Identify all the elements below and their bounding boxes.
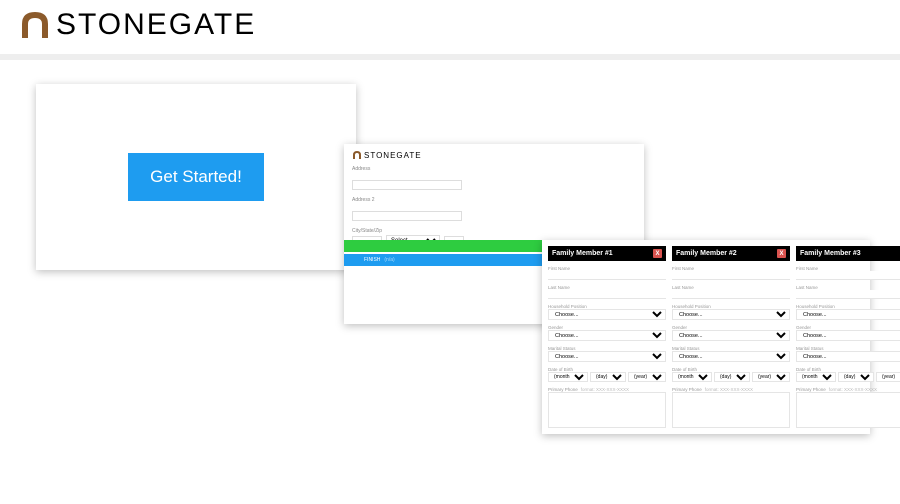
city-state-zip-label: City/State/Zip xyxy=(352,228,636,234)
first-name-input[interactable] xyxy=(548,271,666,280)
address2-input[interactable] xyxy=(352,211,462,221)
family-member-column: Family Member #1 X First Name Last Name … xyxy=(548,246,666,428)
dob-month-select[interactable]: (month xyxy=(796,372,836,382)
member-header: Family Member #3 X xyxy=(796,246,900,261)
finish-label: FINISH xyxy=(364,257,380,263)
brand-logo: STONEGATE xyxy=(20,8,880,42)
dob-day-select[interactable]: (day) xyxy=(838,372,874,382)
get-started-panel: Get Started! xyxy=(36,84,356,270)
gender-select[interactable]: Choose... xyxy=(672,330,790,341)
family-members-panel: Family Member #1 X First Name Last Name … xyxy=(542,240,870,434)
first-name-input[interactable] xyxy=(796,271,900,280)
marital-status-select[interactable]: Choose... xyxy=(796,351,900,362)
page-header: STONEGATE xyxy=(0,0,900,54)
content-area: Get Started! STONEGATE Address Address 2… xyxy=(0,60,900,480)
household-position-select[interactable]: Choose... xyxy=(548,309,666,320)
mini-brand-name: STONEGATE xyxy=(364,151,422,160)
brand-name: STONEGATE xyxy=(56,8,256,42)
household-position-select[interactable]: Choose... xyxy=(672,309,790,320)
last-name-input[interactable] xyxy=(548,290,666,299)
dob-month-select[interactable]: (month xyxy=(672,372,712,382)
dob-year-select[interactable]: (year) xyxy=(752,372,790,382)
household-position-select[interactable]: Choose... xyxy=(796,309,900,320)
family-member-column: Family Member #3 X First Name Last Name … xyxy=(796,246,900,428)
get-started-button[interactable]: Get Started! xyxy=(128,153,264,201)
primary-phone-input[interactable] xyxy=(672,392,790,428)
address2-label: Address 2 xyxy=(352,197,636,203)
dob-year-select[interactable]: (year) xyxy=(628,372,666,382)
marital-status-select[interactable]: Choose... xyxy=(548,351,666,362)
close-icon[interactable]: X xyxy=(653,249,662,258)
address-input[interactable] xyxy=(352,180,462,190)
finish-note: (n/a) xyxy=(384,257,394,263)
gender-select[interactable]: Choose... xyxy=(548,330,666,341)
address-label: Address xyxy=(352,166,636,172)
dob-year-select[interactable]: (year) xyxy=(876,372,900,382)
last-name-input[interactable] xyxy=(796,290,900,299)
member-header: Family Member #1 X xyxy=(548,246,666,261)
family-member-column: Family Member #2 X First Name Last Name … xyxy=(672,246,790,428)
first-name-input[interactable] xyxy=(672,271,790,280)
marital-status-select[interactable]: Choose... xyxy=(672,351,790,362)
primary-phone-input[interactable] xyxy=(548,392,666,428)
stonegate-arch-icon xyxy=(20,10,50,40)
gender-select[interactable]: Choose... xyxy=(796,330,900,341)
member-title: Family Member #2 xyxy=(676,250,737,257)
dob-month-select[interactable]: (month xyxy=(548,372,588,382)
primary-phone-input[interactable] xyxy=(796,392,900,428)
last-name-input[interactable] xyxy=(672,290,790,299)
close-icon[interactable]: X xyxy=(777,249,786,258)
mini-brand-logo: STONEGATE xyxy=(352,150,636,160)
member-header: Family Member #2 X xyxy=(672,246,790,261)
dob-day-select[interactable]: (day) xyxy=(590,372,626,382)
stonegate-arch-icon xyxy=(352,150,362,160)
member-title: Family Member #1 xyxy=(552,250,613,257)
dob-day-select[interactable]: (day) xyxy=(714,372,750,382)
member-title: Family Member #3 xyxy=(800,250,861,257)
